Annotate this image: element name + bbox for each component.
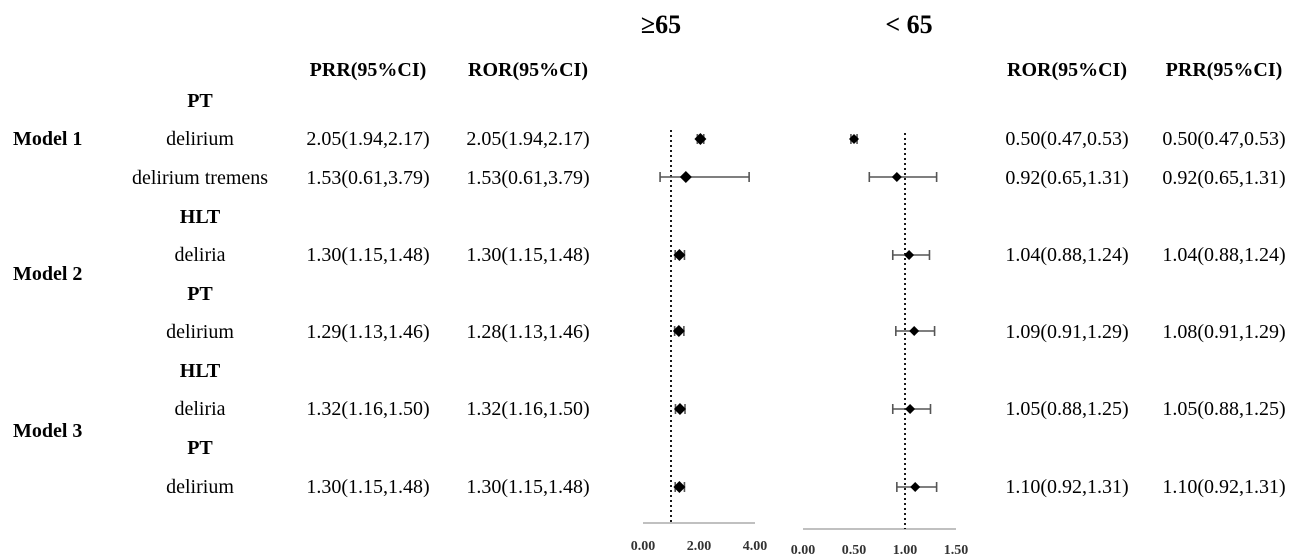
column-header-prr-old: PRR(95%CI)	[309, 59, 427, 81]
ror-young-value: 0.50(0.47,0.53)	[1005, 128, 1129, 150]
term-label: delirium	[166, 321, 234, 343]
ror-old-value: 1.32(1.16,1.50)	[466, 398, 590, 420]
column-header-prr-young: PRR(95%CI)	[1165, 59, 1283, 81]
x-tick-label: 1.50	[943, 543, 969, 558]
point-estimate	[909, 326, 920, 336]
point-estimate	[672, 325, 685, 337]
prr-young-value: 1.10(0.92,1.31)	[1162, 476, 1286, 498]
prr-young-value: 1.04(0.88,1.24)	[1162, 244, 1286, 266]
ror-old-value: 1.28(1.13,1.46)	[466, 321, 590, 343]
panel-title-age-65-plus: ≥65	[640, 10, 682, 39]
ror-young-value: 1.04(0.88,1.24)	[1005, 244, 1129, 266]
ror-old-value: 1.30(1.15,1.48)	[466, 244, 590, 266]
point-estimate	[904, 250, 915, 260]
term-label: deliria	[174, 244, 226, 266]
level-header-hlt: HLT	[179, 206, 221, 228]
ror-young-value: 1.05(0.88,1.25)	[1005, 398, 1129, 420]
ror-young-value: 1.09(0.91,1.29)	[1005, 321, 1129, 343]
point-estimate	[910, 482, 921, 492]
term-label: delirium tremens	[131, 167, 269, 189]
point-estimate	[679, 171, 692, 183]
column-header-ror-young: ROR(95%CI)	[1007, 59, 1127, 81]
ror-old-value: 1.53(0.61,3.79)	[466, 167, 590, 189]
panel-title-age-under-65: < 65	[885, 10, 933, 39]
model-label-3: Model 3	[13, 420, 83, 442]
ror-young-value: 1.10(0.92,1.31)	[1005, 476, 1129, 498]
x-tick-label: 0.50	[841, 543, 867, 558]
x-tick-label: 0.00	[790, 543, 816, 558]
point-estimate	[849, 134, 859, 144]
prr-young-value: 0.50(0.47,0.53)	[1162, 128, 1286, 150]
term-label: delirium	[166, 476, 234, 498]
prr-old-value: 1.30(1.15,1.48)	[306, 476, 430, 498]
level-header-hlt: HLT	[179, 360, 221, 382]
x-tick-label: 4.00	[742, 539, 768, 554]
prr-old-value: 1.30(1.15,1.48)	[306, 244, 430, 266]
point-estimate	[905, 404, 916, 414]
prr-old-value: 1.53(0.61,3.79)	[306, 167, 430, 189]
prr-old-value: 1.29(1.13,1.46)	[306, 321, 430, 343]
prr-old-value: 1.32(1.16,1.50)	[306, 398, 430, 420]
prr-young-value: 0.92(0.65,1.31)	[1162, 167, 1286, 189]
ror-old-value: 2.05(1.94,2.17)	[466, 128, 590, 150]
ror-young-value: 0.92(0.65,1.31)	[1005, 167, 1129, 189]
prr-young-value: 1.08(0.91,1.29)	[1162, 321, 1286, 343]
level-header-pt: PT	[187, 90, 213, 112]
level-header-pt: PT	[187, 283, 213, 305]
column-header-ror-old: ROR(95%CI)	[468, 59, 588, 81]
point-estimate	[694, 133, 707, 145]
point-estimate	[673, 249, 686, 261]
term-label: delirium	[166, 128, 234, 150]
model-label-2: Model 2	[13, 263, 83, 285]
model-label-1: Model 1	[13, 128, 83, 150]
point-estimate	[891, 172, 902, 182]
point-estimate	[673, 403, 686, 415]
x-tick-label: 2.00	[686, 539, 712, 554]
term-label: deliria	[174, 398, 226, 420]
prr-young-value: 1.05(0.88,1.25)	[1162, 398, 1286, 420]
x-tick-label: 0.00	[630, 539, 656, 554]
x-tick-label: 1.00	[892, 543, 918, 558]
prr-old-value: 2.05(1.94,2.17)	[306, 128, 430, 150]
point-estimate	[673, 481, 686, 493]
level-header-pt: PT	[187, 437, 213, 459]
ror-old-value: 1.30(1.15,1.48)	[466, 476, 590, 498]
